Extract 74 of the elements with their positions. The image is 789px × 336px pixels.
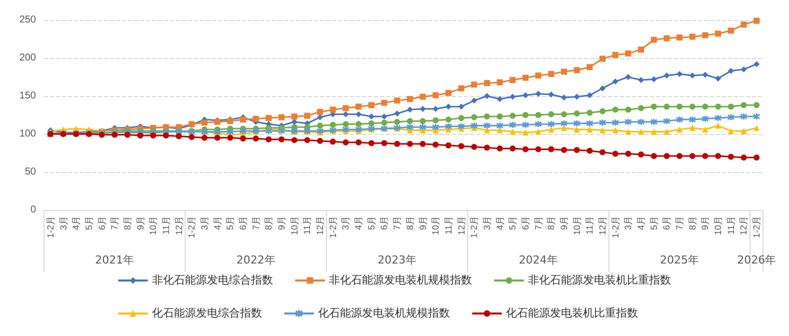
x-tick-label: 6月	[96, 216, 107, 230]
x-tick-label: 1-2月	[752, 216, 762, 238]
x-tick-label: 9月	[700, 216, 710, 230]
y-tick-label: 200	[19, 52, 36, 64]
x-tick-label: 5月	[648, 216, 659, 230]
x-tick-label: 1-2月	[469, 216, 480, 238]
x-tick-label: 3月	[623, 216, 634, 230]
x-tick-label: 10月	[713, 216, 724, 236]
x-tick-label: 9月	[276, 216, 287, 230]
legend-label: 化石能源发电装机规模指数	[318, 306, 450, 320]
x-tick-label: 7月	[533, 216, 544, 230]
x-tick-label: 9月	[558, 216, 569, 230]
y-tick-label: 0	[30, 204, 36, 216]
x-tick-label: 11月	[160, 216, 171, 234]
text: 2024年	[518, 254, 558, 266]
text: 2026年	[737, 254, 776, 266]
legend-label: 非化石能源发电装机规模指数	[329, 274, 472, 286]
x-tick-label: 12月	[738, 216, 749, 236]
legend-label: 化石能源发电综合指数	[152, 306, 262, 320]
text: 2021年	[95, 254, 134, 266]
x-tick-label: 7月	[674, 216, 685, 230]
x-tick-label: 9月	[418, 216, 428, 230]
x-tick-label: 1-2月	[328, 216, 338, 238]
legend-label: 非化石能源发电装机比重指数	[528, 274, 671, 286]
y-tick-label: 100	[19, 128, 36, 140]
x-tick-label: 3月	[482, 216, 492, 230]
x-tick-label: 8月	[546, 216, 556, 230]
x-tick-label: 10月	[148, 216, 158, 236]
x-tick-label: 6月	[662, 216, 672, 230]
x-tick-label: 1-2月	[45, 216, 56, 238]
x-tick-label: 11月	[302, 216, 312, 234]
x-tick-label: 1-2月	[186, 216, 197, 238]
x-tick-label: 12月	[315, 216, 326, 236]
x-tick-label: 8月	[687, 216, 698, 230]
x-tick-label: 12月	[598, 216, 608, 236]
x-tick-label: 7月	[110, 216, 120, 230]
x-tick-label: 3月	[58, 216, 68, 230]
x-tick-label: 11月	[584, 216, 595, 234]
x-tick-label: 5月	[508, 216, 518, 230]
x-tick-label: 8月	[404, 216, 415, 230]
x-tick-label: 7月	[392, 216, 402, 230]
x-tick-label: 1-2月	[610, 216, 620, 238]
x-tick-label: 12月	[174, 216, 184, 236]
x-tick-label: 4月	[354, 216, 364, 230]
x-tick-label: 10月	[430, 216, 441, 236]
x-tick-label: 5月	[366, 216, 376, 230]
x-tick-label: 6月	[520, 216, 530, 230]
x-tick-label: 10月	[572, 216, 582, 236]
x-tick-label: 12月	[456, 216, 466, 236]
y-tick-label: 50	[24, 166, 36, 178]
x-tick-label: 6月	[238, 216, 248, 230]
x-tick-label: 5月	[84, 216, 94, 230]
x-tick-label: 4月	[494, 216, 505, 230]
x-tick-label: 11月	[726, 216, 736, 234]
x-tick-label: 6月	[379, 216, 390, 230]
x-tick-label: 11月	[443, 216, 454, 234]
x-tick-label: 8月	[264, 216, 274, 230]
y-tick-label: 150	[19, 90, 36, 102]
y-tick-label: 250	[19, 14, 36, 26]
text: 2025年	[660, 254, 700, 266]
x-tick-label: 5月	[225, 216, 236, 230]
x-tick-label: 7月	[250, 216, 261, 230]
x-tick-label: 3月	[340, 216, 351, 230]
x-tick-label: 9月	[135, 216, 146, 230]
x-tick-label: 4月	[636, 216, 646, 230]
x-tick-label: 8月	[122, 216, 132, 230]
x-tick-label: 4月	[71, 216, 82, 230]
x-tick-label: 10月	[289, 216, 300, 236]
legend-label: 非化石能源发电综合指数	[152, 274, 273, 286]
text: 2022年	[236, 254, 276, 266]
x-tick-label: 4月	[212, 216, 222, 230]
text: 2023年	[378, 254, 417, 266]
legend-label: 化石能源发电装机比重指数	[506, 306, 638, 320]
x-tick-label: 3月	[199, 216, 210, 230]
